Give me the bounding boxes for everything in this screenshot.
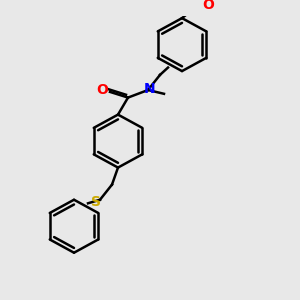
Text: S: S xyxy=(91,195,101,208)
Text: O: O xyxy=(202,0,214,12)
Text: N: N xyxy=(144,82,156,96)
Text: O: O xyxy=(96,83,108,97)
